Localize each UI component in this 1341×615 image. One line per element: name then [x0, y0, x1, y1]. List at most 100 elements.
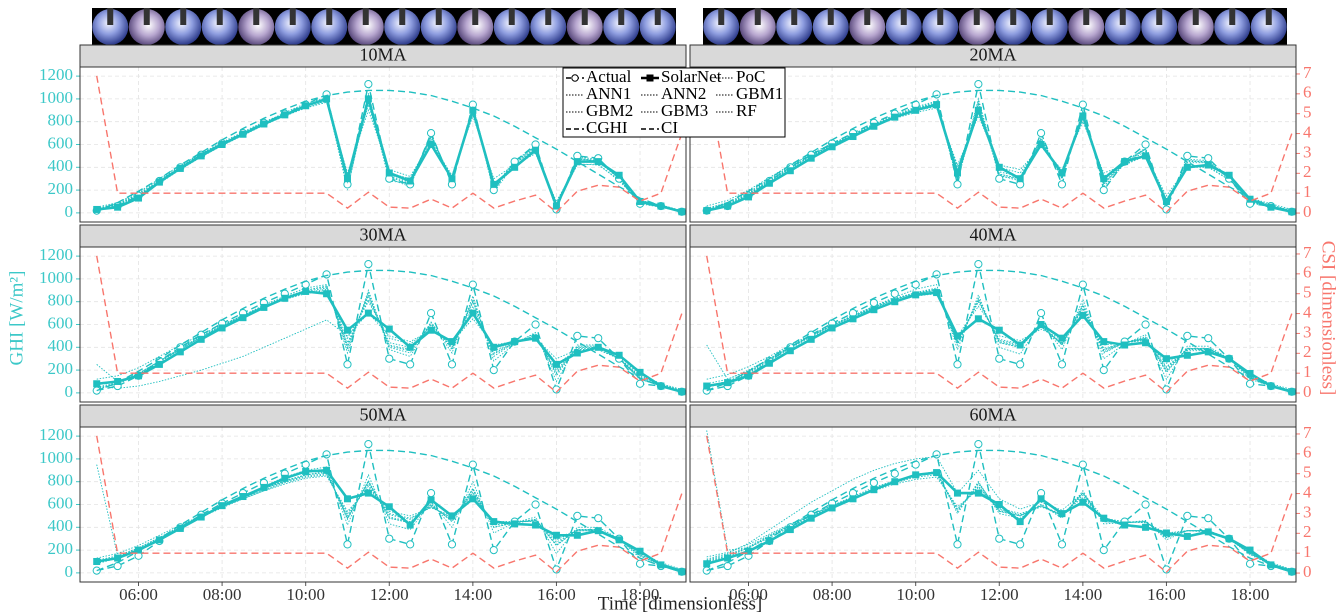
point-marker: [1288, 208, 1295, 215]
point-marker: [574, 512, 581, 519]
point-marker: [808, 155, 815, 162]
point-marker: [344, 361, 351, 368]
camera-arm: [618, 8, 624, 25]
y-tick-label: 1200: [39, 65, 73, 84]
y2-tick-label: 5: [1303, 463, 1312, 482]
point-marker: [1246, 380, 1253, 387]
x-tick-label: 06:00: [119, 585, 158, 604]
y-axis-label: GHI [W/m²]: [6, 271, 27, 366]
point-marker: [1226, 355, 1233, 362]
point-marker: [954, 361, 961, 368]
y-tick-label: 0: [65, 382, 74, 401]
point-marker: [595, 158, 602, 165]
camera-arm: [1010, 8, 1016, 25]
point-marker: [490, 518, 497, 525]
point-marker: [1037, 130, 1044, 137]
point-marker: [553, 361, 560, 368]
camera-arm: [718, 8, 724, 25]
point-marker: [553, 203, 560, 210]
point-marker: [912, 107, 919, 114]
point-marker: [1288, 568, 1295, 575]
panel-title: 40MA: [969, 225, 1016, 245]
point-marker: [344, 327, 351, 334]
page: Time [dimensionless] GHI [W/m²] CSI [dim…: [0, 0, 1341, 615]
y-tick-label: 400: [48, 336, 74, 355]
point-marker: [1142, 152, 1149, 159]
y2-tick-label: 4: [1303, 302, 1312, 321]
point-marker: [1058, 510, 1065, 517]
point-marker: [386, 169, 393, 176]
point-marker: [1017, 361, 1024, 368]
point-marker: [469, 281, 476, 288]
point-marker: [678, 388, 685, 395]
point-marker: [849, 315, 856, 322]
camera-arm: [253, 8, 259, 25]
point-marker: [1058, 169, 1065, 176]
point-marker: [996, 327, 1003, 334]
point-marker: [1121, 342, 1128, 349]
y-tick-label: 800: [48, 291, 74, 310]
point-marker: [870, 306, 877, 313]
camera-arm: [791, 8, 797, 25]
point-marker: [954, 332, 961, 339]
legend-marker: [647, 75, 654, 82]
point-marker: [156, 361, 163, 368]
y-tick-label: 1200: [39, 245, 73, 264]
x-tick-label: 08:00: [813, 585, 852, 604]
y2-tick-label: 1: [1303, 362, 1312, 381]
point-marker: [1079, 312, 1086, 319]
point-marker: [996, 175, 1003, 182]
point-marker: [996, 501, 1003, 508]
point-marker: [891, 478, 898, 485]
point-marker: [1226, 172, 1233, 179]
camera-arm: [755, 8, 761, 25]
point-marker: [1184, 512, 1191, 519]
camera-arm: [1083, 8, 1089, 25]
point-marker: [975, 80, 982, 87]
point-marker: [891, 114, 898, 121]
point-marker: [1038, 321, 1045, 328]
panel: 40MA01234567: [690, 225, 1312, 402]
camera-arm: [864, 8, 870, 25]
point-marker: [1163, 198, 1170, 205]
y2-tick-label: 1: [1303, 182, 1312, 201]
point-marker: [975, 440, 982, 447]
point-marker: [428, 327, 435, 334]
point-marker: [912, 471, 919, 478]
camera-arm: [1156, 8, 1162, 25]
point-marker: [1038, 141, 1045, 148]
point-marker: [407, 541, 414, 548]
point-marker: [912, 291, 919, 298]
y2-tick-label: 2: [1303, 162, 1312, 181]
point-marker: [1037, 310, 1044, 317]
point-marker: [407, 361, 414, 368]
point-marker: [703, 560, 710, 567]
point-marker: [198, 336, 205, 343]
point-marker: [219, 324, 226, 331]
x-tick-label: 16:00: [537, 585, 576, 604]
point-marker: [954, 490, 961, 497]
point-marker: [553, 532, 560, 539]
point-marker: [490, 344, 497, 351]
point-marker: [787, 167, 794, 174]
y2-tick-label: 5: [1303, 103, 1312, 122]
camera-arm: [1193, 8, 1199, 25]
camera-arm: [1120, 8, 1126, 25]
x-tick-label: 08:00: [203, 585, 242, 604]
y-tick-label: 1000: [39, 88, 73, 107]
point-marker: [1058, 335, 1065, 342]
point-marker: [219, 502, 226, 509]
y-tick-label: 0: [65, 202, 74, 221]
point-marker: [574, 158, 581, 165]
legend: ActualSolarNetPoCANN1ANN2GBM1GBM2GBM3RFC…: [563, 67, 785, 137]
y2-tick-label: 3: [1303, 502, 1312, 521]
camera-arm: [399, 8, 405, 25]
camera-arm: [472, 8, 478, 25]
point-marker: [595, 515, 602, 522]
point-marker: [239, 131, 246, 138]
y-tick-label: 200: [48, 539, 74, 558]
x-tick-label: 14:00: [453, 585, 492, 604]
x-tick-label: 16:00: [1147, 585, 1186, 604]
point-marker: [281, 295, 288, 302]
camera-arm: [901, 8, 907, 25]
